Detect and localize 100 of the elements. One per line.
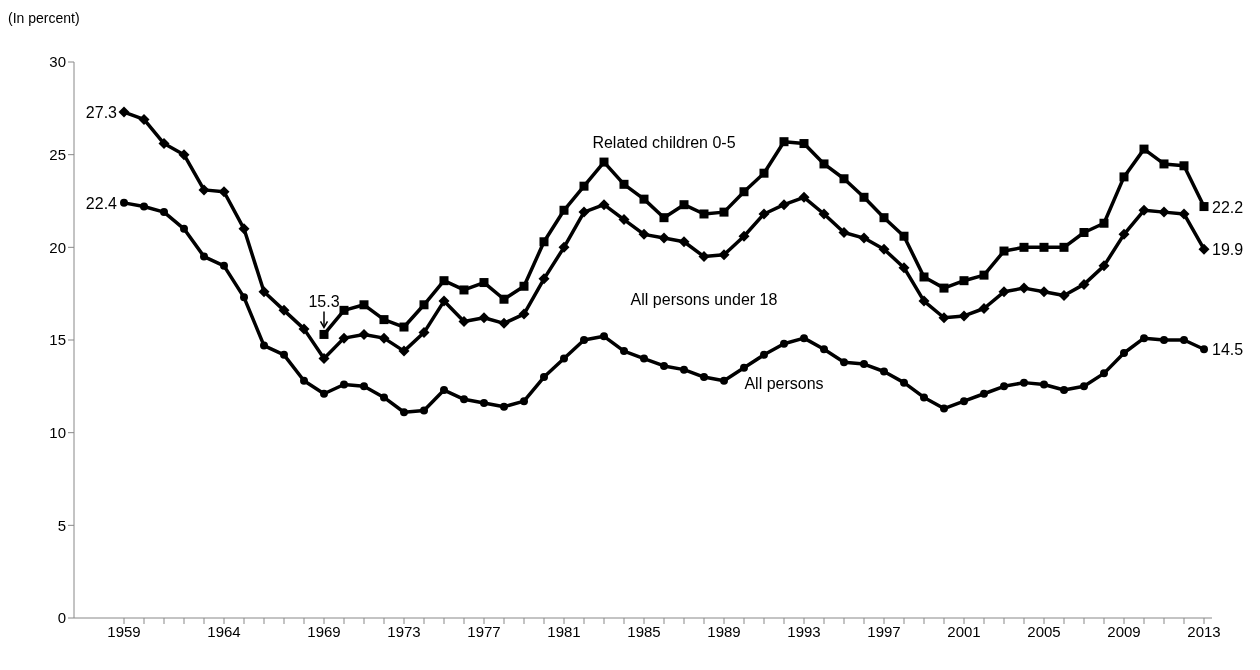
point [759,168,769,178]
text: All persons under 18 [630,290,778,308]
point [319,329,329,339]
point [579,181,589,191]
point [138,113,150,125]
point [458,315,470,327]
point [959,276,969,286]
x-tick-label: 2013 [1187,622,1221,640]
point [698,251,710,263]
point [378,332,390,344]
x-tick-label: 1989 [707,622,741,640]
point [238,223,250,235]
point [1078,278,1090,290]
x-tick-label: 2009 [1107,622,1141,640]
point [738,230,750,242]
point [640,354,648,363]
point [419,300,429,310]
point [540,373,548,382]
point [339,305,349,315]
point [998,286,1010,298]
point [460,395,468,404]
point [418,327,430,339]
point [478,312,490,324]
point [518,308,530,320]
point [118,106,130,118]
point [719,207,729,217]
y-axis-title: (In percent) [8,10,80,26]
point [359,300,369,310]
point [920,393,928,402]
point [459,285,469,295]
point [1140,334,1148,343]
point [400,408,408,417]
point [899,231,909,241]
point [158,138,170,150]
point [198,184,210,196]
point [480,399,488,408]
point [439,276,449,286]
point [1178,208,1190,220]
point [999,246,1009,256]
point [360,382,368,391]
point [819,159,829,169]
point [560,354,568,363]
point [939,283,949,293]
point [420,406,428,415]
point [960,397,968,406]
y-tick-label: 0 [57,609,66,627]
x-tick-label: 1997 [867,622,901,640]
y-tick-label: 30 [49,53,66,71]
point [800,334,808,343]
point [240,293,248,302]
point [838,227,850,239]
point [780,339,788,348]
point [1138,204,1150,216]
x-tick-label: 1993 [787,622,821,640]
y-tick-label: 20 [49,238,66,256]
point [1180,336,1188,344]
point [1098,260,1110,272]
point [1039,242,1049,252]
point [680,365,688,374]
point [320,389,328,398]
point [859,192,869,202]
series-label: All persons [744,374,824,392]
point [398,345,410,357]
point [200,252,208,261]
point [160,208,168,217]
point [818,208,830,220]
point [1158,206,1170,218]
point [558,241,570,253]
point [938,312,950,324]
point [340,380,348,389]
point [258,286,270,298]
point [498,317,510,329]
point [1100,369,1108,378]
point [979,270,989,280]
point [1059,242,1069,252]
data-label: 14.5 [1212,341,1244,359]
point [358,328,370,340]
point [300,376,308,385]
point [879,213,889,223]
point [580,336,588,344]
x-tick-label: 1977 [467,622,501,640]
point [520,397,528,406]
y-tick-label: 15 [49,331,66,349]
series-label: Related children 0-5 [592,133,736,151]
point [619,179,629,189]
point [1060,386,1068,395]
point [1079,228,1089,238]
point [539,237,549,247]
x-tick-label: 2005 [1027,622,1061,640]
point [120,198,128,207]
y-tick-label: 10 [49,423,66,441]
point [399,322,409,332]
point [678,236,690,248]
point [858,232,870,244]
point [699,209,709,219]
point [140,202,148,211]
point [500,402,508,411]
point [618,214,630,226]
point [860,360,868,369]
point [918,295,930,307]
